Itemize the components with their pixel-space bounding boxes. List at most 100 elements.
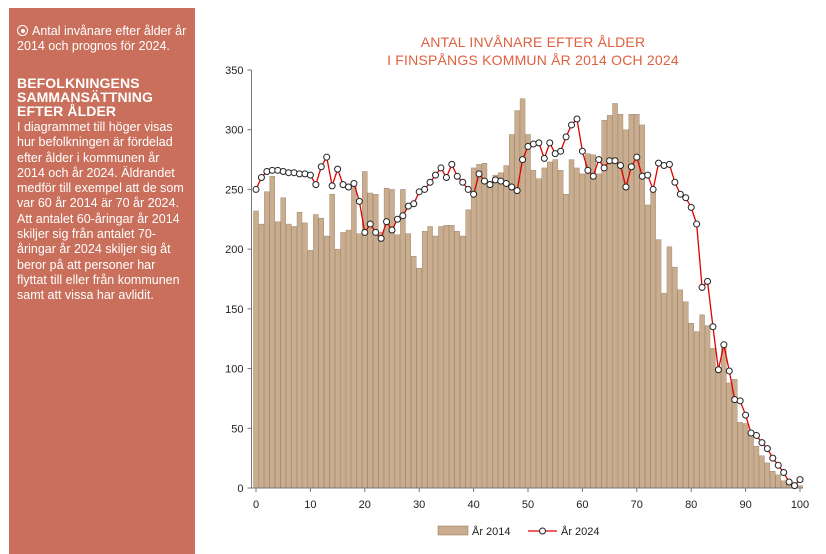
bar-2014 xyxy=(699,314,705,489)
bar-2014 xyxy=(492,174,499,489)
point-2024 xyxy=(627,163,635,171)
point-2024 xyxy=(725,367,733,375)
bar-2014 xyxy=(563,194,569,489)
bar-2014 xyxy=(389,189,395,489)
point-2024 xyxy=(486,181,494,189)
x-tick-label: 80 xyxy=(685,499,697,511)
sidebar-heading-line: EFTER ÅLDER xyxy=(17,103,117,119)
bar-2014 xyxy=(307,250,314,489)
point-2024 xyxy=(421,185,429,193)
bar-2014 xyxy=(541,167,547,489)
bar-2014 xyxy=(704,325,711,489)
point-2024 xyxy=(399,212,407,220)
bar-2014 xyxy=(634,114,640,489)
point-2024 xyxy=(508,183,516,191)
point-2024 xyxy=(361,228,369,236)
bar-2014 xyxy=(405,233,411,489)
bar-2014 xyxy=(666,246,673,489)
bar-2014 xyxy=(394,234,401,489)
point-2024 xyxy=(519,156,527,164)
point-2024 xyxy=(252,185,260,193)
x-tick-label: 0 xyxy=(253,499,259,511)
point-2024 xyxy=(736,397,744,405)
bar-2014 xyxy=(465,209,471,489)
x-tick-label: 40 xyxy=(467,499,479,511)
point-2024 xyxy=(785,478,793,486)
bar-2014 xyxy=(650,191,656,489)
bar-2014 xyxy=(383,188,390,489)
y-tick-label: 100 xyxy=(225,364,243,376)
legend-marker-2024 xyxy=(539,527,546,535)
y-tick-label: 50 xyxy=(231,423,243,435)
point-2024 xyxy=(780,468,788,476)
point-2024 xyxy=(796,476,804,484)
chart-title-line-2: I FINSPÅNGS KOMMUN ÅR 2014 OCH 2024 xyxy=(387,52,679,68)
y-tick-label: 200 xyxy=(225,244,243,256)
bar-2014 xyxy=(373,194,379,489)
point-2024 xyxy=(502,179,510,187)
bar-2014 xyxy=(726,382,732,489)
point-2024 xyxy=(334,165,342,173)
bar-2014 xyxy=(400,189,406,489)
point-2024 xyxy=(709,323,717,331)
x-tick-label: 30 xyxy=(413,499,425,511)
bar-2014 xyxy=(568,159,575,489)
point-2024 xyxy=(464,185,472,193)
bar-2014 xyxy=(449,225,455,489)
point-2024 xyxy=(568,121,576,129)
bar-2014 xyxy=(280,197,286,489)
bar-2014 xyxy=(781,480,787,489)
bar-2014 xyxy=(481,162,488,489)
bar-2014 xyxy=(677,289,683,489)
point-2024 xyxy=(573,115,581,123)
point-2024 xyxy=(649,185,657,193)
bar-2014 xyxy=(710,348,716,489)
bar-2014 xyxy=(753,446,760,489)
bar-2014 xyxy=(645,204,651,489)
bar-2014 xyxy=(623,129,629,489)
x-tick-label: 60 xyxy=(576,499,588,511)
point-2024 xyxy=(480,177,488,185)
point-2024 xyxy=(769,454,777,462)
x-tick-label: 20 xyxy=(359,499,371,511)
bar-2014 xyxy=(770,471,776,489)
point-2024 xyxy=(611,157,619,165)
bar-2014 xyxy=(378,232,384,489)
bar-2014 xyxy=(585,153,591,489)
bar-2014 xyxy=(253,210,259,489)
bars-2014 xyxy=(253,98,803,489)
bar-2014 xyxy=(351,185,357,489)
x-tick-label: 10 xyxy=(304,499,316,511)
bar-2014 xyxy=(345,229,352,489)
y-tick-label: 250 xyxy=(225,184,243,196)
point-2024 xyxy=(372,228,380,236)
point-2024 xyxy=(671,178,679,186)
bar-2014 xyxy=(329,194,335,489)
bar-2014 xyxy=(688,323,694,489)
bar-2014 xyxy=(775,474,781,489)
bar-2014 xyxy=(748,434,754,489)
bar-2014 xyxy=(514,110,520,489)
bar-2014 xyxy=(557,170,564,489)
x-tick-label: 100 xyxy=(791,499,809,511)
sidebar-title: Antal invånare efter ålder år 2014 och p… xyxy=(17,24,187,54)
point-2024 xyxy=(578,147,586,155)
point-2024 xyxy=(350,179,358,187)
point-2024 xyxy=(448,160,456,168)
bar-2014 xyxy=(661,293,667,489)
bar-2014 xyxy=(318,217,324,489)
bar-2014 xyxy=(269,176,275,489)
markers-2024 xyxy=(252,115,804,490)
bar-2014 xyxy=(421,231,428,489)
legend-label-2014: År 2014 xyxy=(472,525,511,538)
x-tick-label: 90 xyxy=(739,499,751,511)
bar-2014 xyxy=(460,235,466,489)
point-2024 xyxy=(622,183,630,191)
point-2024 xyxy=(698,283,706,291)
sidebar-heading-line: SAMMANSÄTTNING xyxy=(17,89,153,105)
point-2024 xyxy=(562,133,570,141)
sidebar-heading-line: BEFOLKNINGENS xyxy=(17,75,140,91)
point-2024 xyxy=(687,203,695,211)
point-2024 xyxy=(377,234,385,242)
bar-2014 xyxy=(438,226,444,489)
